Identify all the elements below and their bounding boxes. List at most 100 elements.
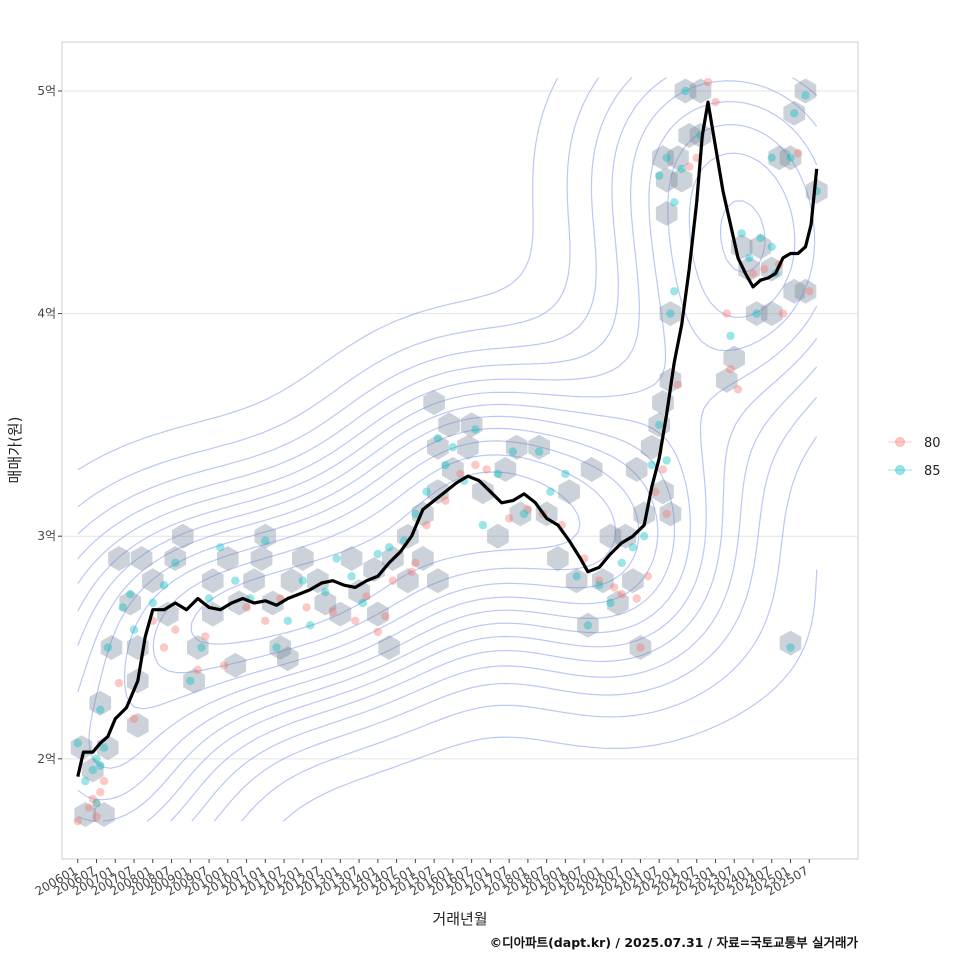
point-85 — [197, 643, 206, 652]
y-tick-label: 2억 — [37, 752, 56, 766]
point-80 — [482, 465, 491, 474]
hexbin-cell — [659, 501, 682, 527]
point-85 — [92, 799, 101, 808]
density-contour — [77, 80, 818, 822]
point-80 — [362, 592, 371, 601]
point-85 — [640, 532, 649, 541]
point-85 — [583, 621, 593, 630]
hexbin-cell — [243, 568, 265, 594]
point-80 — [159, 643, 169, 652]
hexbin-cell — [655, 167, 678, 193]
legend-label-80: 80 — [924, 436, 941, 451]
point-85 — [433, 434, 443, 443]
point-85 — [92, 754, 101, 763]
hexbin-cell — [269, 635, 292, 660]
point-85 — [231, 576, 240, 585]
point-85 — [666, 309, 675, 318]
density-contour — [77, 101, 818, 822]
point-85 — [767, 153, 776, 162]
point-80 — [92, 812, 101, 821]
point-80 — [760, 264, 769, 274]
point-85 — [422, 487, 431, 496]
point-85 — [737, 229, 746, 238]
point-85 — [546, 487, 555, 496]
legend-label-85: 85 — [924, 464, 941, 479]
hexbin-cell — [715, 367, 738, 393]
point-85 — [129, 625, 139, 634]
point-85 — [73, 739, 83, 748]
point-85 — [767, 242, 776, 251]
point-85 — [726, 331, 735, 341]
point-85 — [655, 171, 664, 180]
scatter-points — [73, 77, 821, 826]
hexbin-cell — [108, 546, 130, 571]
point-85 — [204, 594, 214, 603]
hexbin-cell — [633, 501, 655, 527]
density-contour — [77, 77, 818, 822]
hexbin-cell — [126, 712, 149, 738]
point-80 — [129, 714, 139, 723]
point-80 — [328, 607, 337, 617]
point-80 — [84, 803, 94, 812]
hexbin-cell — [670, 167, 693, 193]
plot-panel — [61, 41, 859, 860]
point-80 — [456, 469, 465, 479]
point-80 — [92, 799, 101, 808]
point-80 — [471, 460, 480, 470]
hexbin-cell — [678, 123, 700, 148]
point-85 — [756, 233, 765, 243]
point-85 — [96, 705, 105, 714]
hexbin-cell — [93, 802, 115, 827]
hexbin-cell — [427, 479, 449, 505]
hexbin-cell — [183, 668, 205, 694]
y-tick-label: 4억 — [37, 307, 56, 321]
hexbin-cell — [427, 434, 449, 460]
point-85 — [81, 776, 90, 786]
point-85 — [786, 643, 795, 652]
hexbin-cell — [119, 590, 142, 616]
hexbin-cell — [760, 301, 783, 327]
point-80 — [88, 794, 98, 804]
point-80 — [504, 514, 514, 523]
hexbin-cell — [100, 635, 123, 660]
hexbin-cell — [580, 456, 603, 482]
hexbin-cell — [397, 568, 419, 594]
point-85 — [373, 549, 382, 559]
point-85 — [298, 576, 307, 585]
point-80 — [219, 661, 229, 670]
point-85 — [88, 765, 98, 775]
hexbin-cell — [172, 523, 194, 549]
hexbin-cell — [74, 802, 97, 827]
hexbin-cell — [340, 546, 363, 571]
hexbin-cell — [509, 501, 532, 527]
point-85 — [347, 572, 356, 581]
point-80 — [407, 567, 416, 576]
hexbin-layer — [70, 78, 828, 827]
hexbin-cell — [130, 546, 153, 571]
point-80 — [351, 616, 360, 625]
point-85 — [261, 536, 270, 545]
density-contours — [77, 77, 818, 822]
point-80 — [643, 572, 653, 581]
hexbin-cell — [745, 301, 768, 327]
hexbin-cell — [655, 200, 678, 226]
point-85 — [272, 643, 281, 652]
point-85 — [148, 598, 157, 608]
hexbin-cell — [292, 546, 314, 571]
hexbin-cell — [280, 568, 303, 594]
hexbin-cell — [438, 412, 460, 438]
density-contour — [124, 440, 640, 710]
density-contour — [77, 77, 818, 822]
density-contour — [77, 152, 796, 801]
point-80 — [261, 616, 270, 625]
point-80 — [99, 776, 109, 786]
point-85 — [448, 443, 458, 452]
point-80 — [711, 97, 720, 107]
hexbin-cell — [565, 568, 588, 594]
hexbin-cell — [254, 523, 277, 549]
point-80 — [726, 365, 735, 374]
point-85 — [99, 743, 109, 752]
point-85 — [572, 572, 581, 581]
point-85 — [655, 420, 664, 430]
hexbin-cell — [794, 278, 817, 304]
